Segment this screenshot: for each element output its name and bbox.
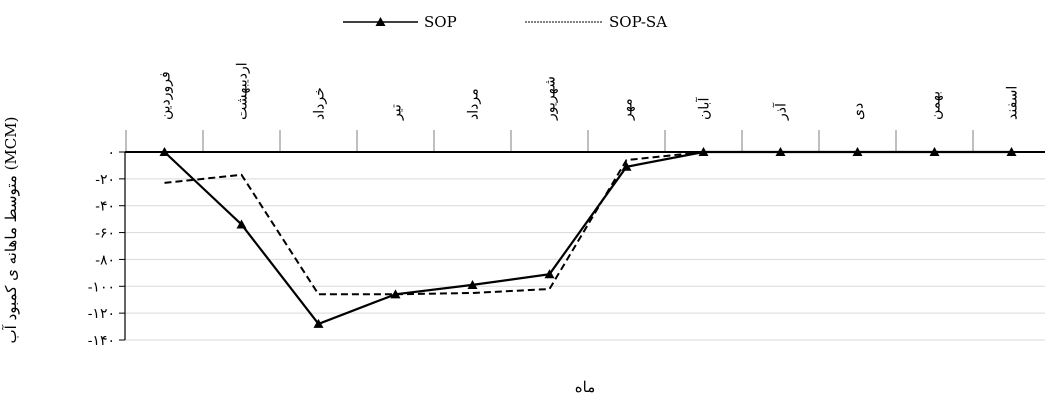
data-point-marker xyxy=(313,318,324,328)
y-tick-label: -۴۰ xyxy=(95,199,115,215)
y-tick-label: -۱۲۰ xyxy=(88,306,115,322)
data-point-marker xyxy=(852,147,863,156)
x-tick-label: مرداد xyxy=(466,88,482,120)
x-tick-label: دی xyxy=(851,103,867,120)
data-point-marker xyxy=(467,279,478,289)
x-tick-label: اردیبهشت xyxy=(235,62,251,120)
data-point-marker xyxy=(544,269,555,279)
x-tick-label: تیر xyxy=(389,104,405,121)
y-tick-label: -۱۰۰ xyxy=(88,279,115,295)
x-tick-label: بهمن xyxy=(928,91,944,120)
legend: SOP SOP-SA xyxy=(343,13,667,31)
x-axis-title: ماه xyxy=(575,378,595,396)
data-point-marker xyxy=(390,289,401,299)
x-tick-label: شهریور xyxy=(543,76,559,121)
y-tick-label: -۶۰ xyxy=(95,226,115,242)
axes xyxy=(124,151,1045,340)
series-line-sop xyxy=(163,150,1012,326)
x-tick-label: آذر xyxy=(772,102,790,121)
y-tick-label: -۲۰ xyxy=(95,172,115,188)
x-tick-label: خرداد xyxy=(312,87,328,120)
x-tick-label: مهر xyxy=(620,98,636,121)
y-tick-label: -۸۰ xyxy=(95,252,115,268)
y-tick-label: ۰ xyxy=(107,145,115,161)
x-tick-label: آبان xyxy=(695,97,713,120)
y-axis-ticks: ۰ -۲۰ -۴۰ -۶۰ -۸۰ -۱۰۰ -۱۲۰ -۱۴۰ xyxy=(88,145,125,349)
x-tick-label: اسفند xyxy=(1005,86,1021,120)
y-tick-label: -۱۴۰ xyxy=(88,333,115,349)
legend-label-sop-sa: SOP-SA xyxy=(609,13,667,31)
y-axis-title: متوسط ماهانه ی کمبود آب (MCM) xyxy=(2,117,20,344)
legend-label-sop: SOP xyxy=(424,13,457,31)
x-tick-label: فروردین xyxy=(158,71,174,120)
data-point-marker xyxy=(159,147,170,156)
legend-marker xyxy=(375,17,386,26)
data-point-marker xyxy=(236,219,247,229)
category-separators xyxy=(125,130,974,152)
data-point-marker xyxy=(1006,147,1017,156)
x-axis-ticks: فروردین اردیبهشت خرداد تیر مرداد شهریور مهر آبا… xyxy=(158,62,1021,121)
data-point-marker xyxy=(775,147,786,156)
data-point-marker xyxy=(621,161,632,171)
series-layer xyxy=(159,147,1017,328)
data-point-marker xyxy=(698,147,709,156)
data-point-marker xyxy=(929,147,940,156)
gridlines xyxy=(125,178,1045,341)
